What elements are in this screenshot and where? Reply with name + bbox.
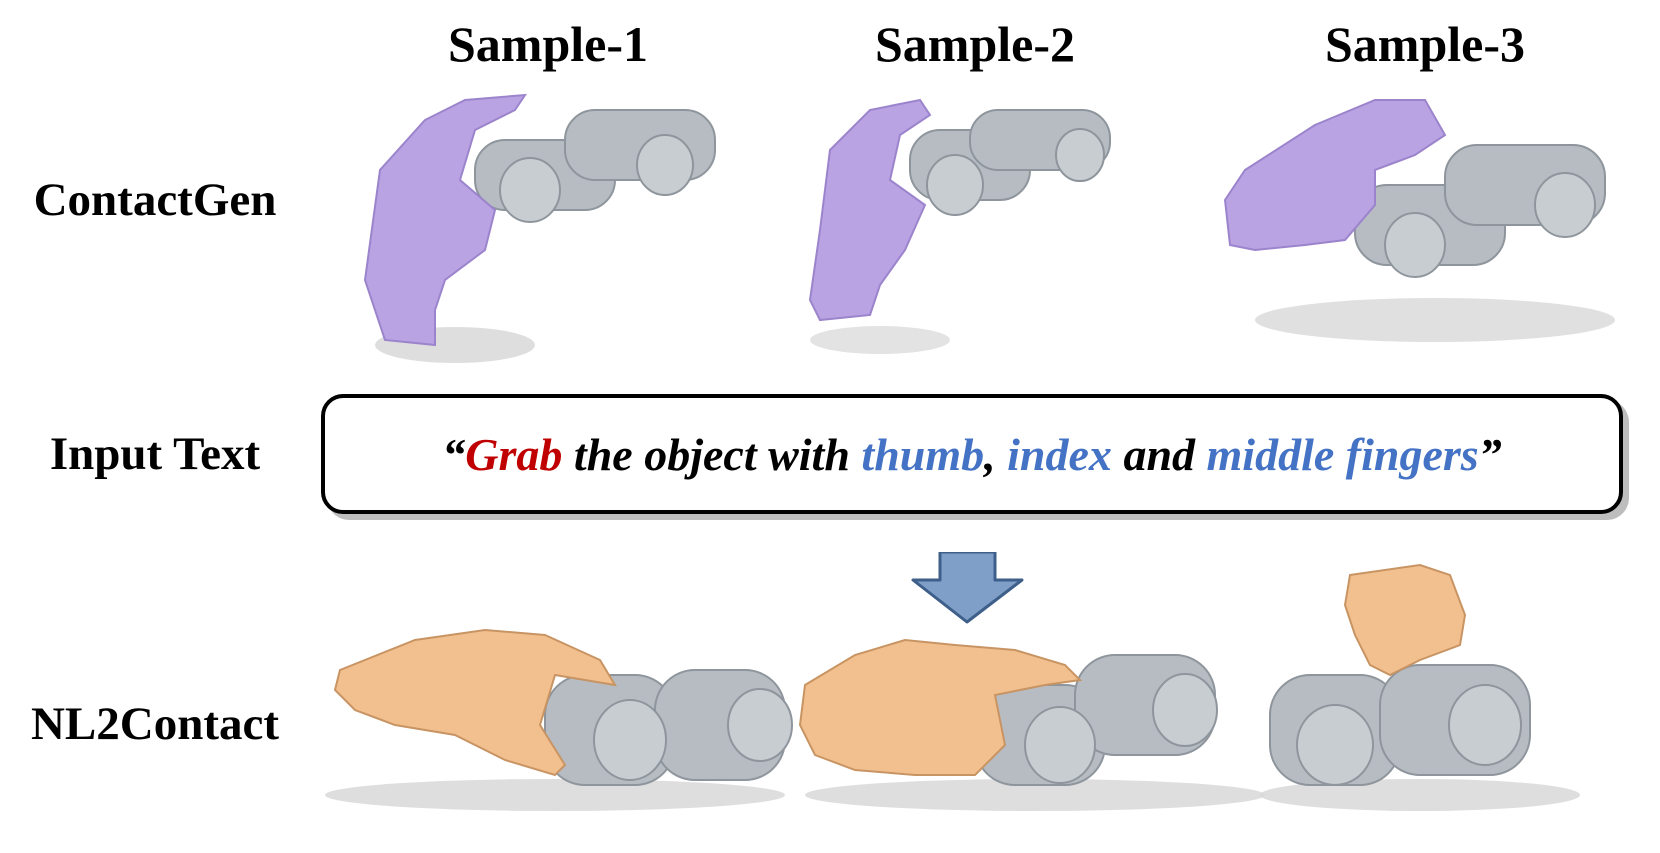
close-quote: ” — [1478, 428, 1502, 480]
verb-highlight: Grab — [465, 428, 563, 480]
prompt-comma: , — [984, 428, 1008, 480]
contactgen-sample-3-render — [1223, 95, 1615, 355]
hand-shape — [808, 98, 932, 322]
column-header-sample-1: Sample-1 — [448, 16, 648, 72]
hand-shape — [363, 93, 527, 347]
hand-shape — [798, 638, 1083, 776]
input-text-box: “Grab the object with thumb, index and m… — [321, 394, 1623, 514]
hand-shape — [1223, 99, 1447, 252]
binoculars-object — [1269, 664, 1531, 786]
finger-index: index — [1007, 428, 1112, 480]
column-header-sample-2: Sample-2 — [875, 16, 1075, 72]
binoculars-object — [909, 109, 1111, 216]
hand-shape — [1343, 563, 1467, 677]
column-header-sample-3: Sample-3 — [1325, 16, 1525, 72]
binoculars-object — [1354, 144, 1606, 278]
prompt-text-1: the object with — [562, 428, 862, 480]
row-label-nl2contact: NL2Contact — [30, 698, 280, 750]
nl2contact-sample-2-render — [795, 615, 1305, 825]
finger-thumb: thumb — [861, 428, 985, 480]
down-arrow-icon — [910, 550, 1025, 629]
contactgen-sample-2-render — [808, 90, 1140, 370]
row-label-contactgen: ContactGen — [33, 174, 277, 226]
nl2contact-sample-3-render — [1250, 563, 1620, 825]
finger-middle: middle fingers — [1206, 428, 1479, 480]
prompt-text-2: and — [1111, 428, 1207, 480]
contactgen-sample-1-render — [363, 80, 755, 380]
binoculars-object — [474, 109, 716, 223]
hand-shape — [333, 628, 617, 777]
binoculars-object — [974, 654, 1218, 786]
open-quote: “ — [442, 428, 466, 480]
row-label-input-text: Input Text — [49, 428, 261, 480]
binoculars-object — [544, 669, 793, 786]
nl2contact-sample-1-render — [315, 615, 825, 825]
